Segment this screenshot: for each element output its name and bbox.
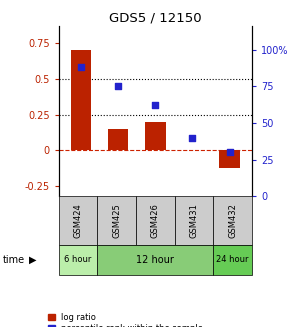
Bar — [213, 196, 252, 245]
Text: 24 hour: 24 hour — [217, 255, 249, 265]
Text: time: time — [3, 255, 25, 265]
Text: ▶: ▶ — [29, 255, 37, 265]
Text: 6 hour: 6 hour — [64, 255, 92, 265]
Point — [153, 103, 158, 108]
Text: GSM424: GSM424 — [74, 203, 82, 238]
Bar — [59, 245, 97, 275]
Text: GSM432: GSM432 — [228, 203, 237, 238]
Bar — [213, 245, 252, 275]
Point — [116, 84, 120, 89]
Legend: log ratio, percentile rank within the sample: log ratio, percentile rank within the sa… — [48, 313, 203, 327]
Point — [190, 135, 195, 140]
Bar — [145, 122, 166, 150]
Bar — [136, 196, 175, 245]
Text: GSM425: GSM425 — [112, 203, 121, 238]
Bar — [59, 196, 97, 245]
Bar — [108, 129, 128, 150]
Point — [79, 65, 83, 70]
Text: 12 hour: 12 hour — [136, 255, 174, 265]
Bar — [97, 245, 213, 275]
Text: GSM431: GSM431 — [190, 203, 198, 238]
Bar — [71, 50, 91, 150]
Title: GDS5 / 12150: GDS5 / 12150 — [109, 12, 202, 25]
Point — [227, 150, 232, 155]
Bar — [97, 196, 136, 245]
Text: GSM426: GSM426 — [151, 203, 160, 238]
Bar — [219, 150, 240, 168]
Bar — [175, 196, 213, 245]
